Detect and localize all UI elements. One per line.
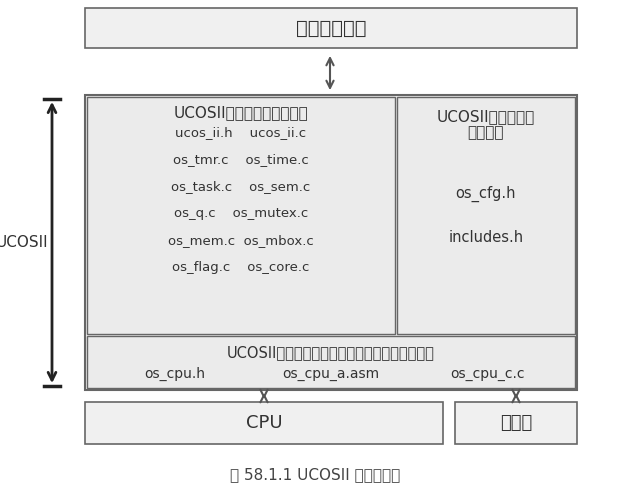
Text: 图 58.1.1 UCOSII 体系结构图: 图 58.1.1 UCOSII 体系结构图 — [230, 468, 400, 483]
Text: os_flag.c    os_core.c: os_flag.c os_core.c — [173, 261, 310, 274]
Text: os_mem.c  os_mbox.c: os_mem.c os_mbox.c — [168, 235, 314, 248]
Bar — [455, 402, 577, 444]
Text: UCOSII与应用程序: UCOSII与应用程序 — [437, 109, 535, 125]
Text: UCOSII: UCOSII — [0, 235, 49, 250]
Text: UCOSII与处理器相关的代码（移植时需要修改）: UCOSII与处理器相关的代码（移植时需要修改） — [227, 345, 435, 360]
Text: os_q.c    os_mutex.c: os_q.c os_mutex.c — [174, 208, 308, 221]
Text: os_tmr.c    os_time.c: os_tmr.c os_time.c — [173, 154, 309, 166]
Text: 相关代码: 相关代码 — [467, 126, 504, 141]
Bar — [87, 97, 395, 334]
Text: os_cpu_c.c: os_cpu_c.c — [450, 367, 524, 381]
Text: ucos_ii.h    ucos_ii.c: ucos_ii.h ucos_ii.c — [175, 127, 307, 140]
Bar — [397, 97, 575, 334]
Text: os_cpu.h: os_cpu.h — [144, 367, 205, 381]
Text: CPU: CPU — [246, 414, 282, 432]
Text: os_cfg.h: os_cfg.h — [455, 185, 516, 202]
Bar — [85, 402, 443, 444]
Text: 用户应用程序: 用户应用程序 — [295, 18, 366, 37]
Text: 定时器: 定时器 — [500, 414, 532, 432]
Bar — [87, 336, 575, 388]
Text: includes.h: includes.h — [449, 230, 524, 245]
Bar — [85, 95, 577, 390]
Bar — [85, 8, 577, 48]
Text: os_task.c    os_sem.c: os_task.c os_sem.c — [171, 180, 311, 193]
Text: UCOSII与处理器无关的代码: UCOSII与处理器无关的代码 — [174, 105, 308, 120]
Text: os_cpu_a.asm: os_cpu_a.asm — [282, 367, 379, 381]
